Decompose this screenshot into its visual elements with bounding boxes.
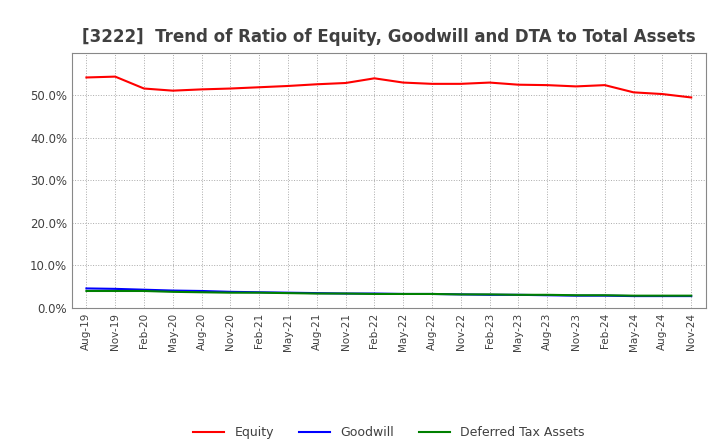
Equity [629, 90, 638, 95]
Deferred Tax Assets [341, 291, 350, 296]
Goodwill [629, 293, 638, 299]
Equity [341, 81, 350, 86]
Deferred Tax Assets [572, 293, 580, 298]
Equity [140, 86, 148, 91]
Deferred Tax Assets [312, 291, 321, 296]
Equity [312, 82, 321, 87]
Deferred Tax Assets [82, 288, 91, 293]
Deferred Tax Assets [197, 290, 206, 295]
Equity [284, 83, 292, 88]
Equity [658, 92, 667, 97]
Deferred Tax Assets [399, 291, 408, 297]
Deferred Tax Assets [168, 289, 177, 294]
Line: Goodwill: Goodwill [86, 289, 691, 296]
Equity [600, 82, 609, 88]
Deferred Tax Assets [485, 292, 494, 297]
Goodwill [226, 289, 235, 294]
Title: [3222]  Trend of Ratio of Equity, Goodwill and DTA to Total Assets: [3222] Trend of Ratio of Equity, Goodwil… [82, 28, 696, 46]
Equity [370, 76, 379, 81]
Deferred Tax Assets [255, 290, 264, 295]
Equity [514, 82, 523, 87]
Deferred Tax Assets [370, 291, 379, 297]
Goodwill [82, 286, 91, 291]
Deferred Tax Assets [226, 290, 235, 295]
Deferred Tax Assets [600, 293, 609, 298]
Equity [111, 74, 120, 79]
Goodwill [370, 291, 379, 296]
Equity [572, 84, 580, 89]
Equity [687, 95, 696, 100]
Goodwill [140, 287, 148, 292]
Goodwill [514, 292, 523, 297]
Deferred Tax Assets [687, 293, 696, 298]
Goodwill [456, 292, 465, 297]
Deferred Tax Assets [284, 290, 292, 296]
Goodwill [341, 291, 350, 296]
Deferred Tax Assets [658, 293, 667, 298]
Goodwill [168, 288, 177, 293]
Equity [428, 81, 436, 87]
Equity [226, 86, 235, 91]
Deferred Tax Assets [456, 292, 465, 297]
Equity [456, 81, 465, 87]
Goodwill [687, 293, 696, 299]
Goodwill [197, 288, 206, 293]
Equity [168, 88, 177, 93]
Goodwill [572, 293, 580, 298]
Deferred Tax Assets [514, 292, 523, 297]
Goodwill [111, 286, 120, 291]
Equity [197, 87, 206, 92]
Equity [255, 84, 264, 90]
Equity [82, 75, 91, 80]
Goodwill [600, 293, 609, 298]
Goodwill [255, 290, 264, 295]
Goodwill [485, 292, 494, 297]
Equity [543, 82, 552, 88]
Deferred Tax Assets [140, 288, 148, 293]
Deferred Tax Assets [629, 293, 638, 298]
Deferred Tax Assets [543, 292, 552, 297]
Deferred Tax Assets [111, 288, 120, 293]
Equity [399, 80, 408, 85]
Goodwill [312, 290, 321, 296]
Goodwill [658, 293, 667, 299]
Deferred Tax Assets [428, 291, 436, 297]
Goodwill [543, 293, 552, 298]
Goodwill [399, 291, 408, 297]
Goodwill [284, 290, 292, 295]
Line: Deferred Tax Assets: Deferred Tax Assets [86, 291, 691, 296]
Goodwill [428, 291, 436, 297]
Equity [485, 80, 494, 85]
Legend: Equity, Goodwill, Deferred Tax Assets: Equity, Goodwill, Deferred Tax Assets [188, 422, 590, 440]
Line: Equity: Equity [86, 77, 691, 97]
